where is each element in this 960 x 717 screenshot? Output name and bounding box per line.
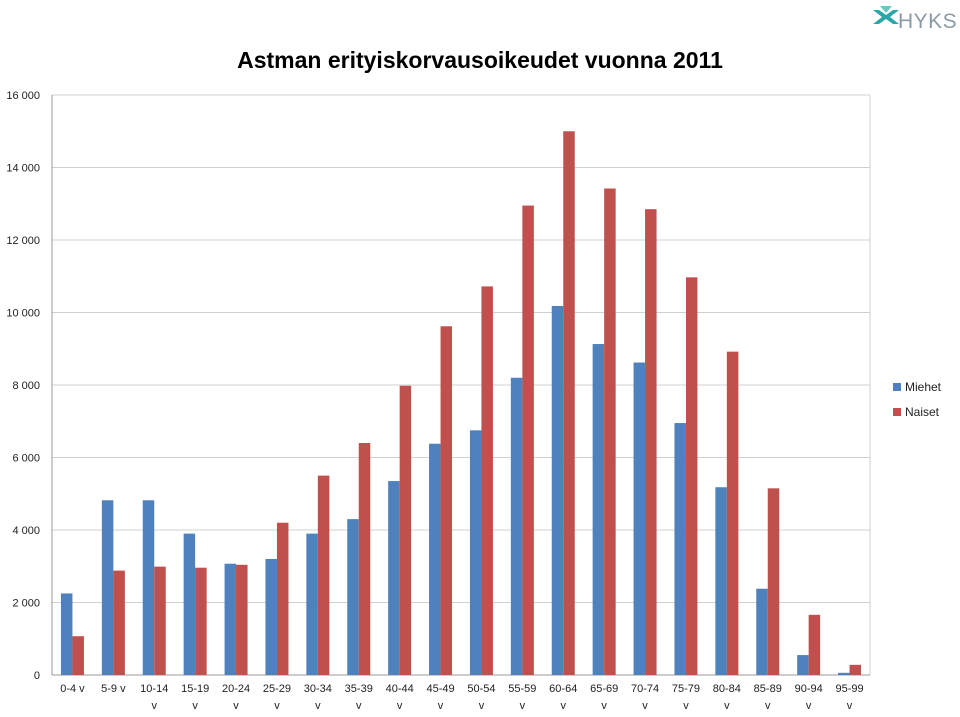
y-tick-label: 6 000 bbox=[12, 453, 40, 465]
x-tick-label: 95-99 v bbox=[835, 683, 863, 712]
y-tick-label: 0 bbox=[34, 670, 40, 682]
y-tick-label: 4 000 bbox=[12, 525, 40, 537]
x-tick-label: 20-24 v bbox=[222, 683, 250, 712]
bar-miehet bbox=[224, 563, 237, 675]
bar-naiset bbox=[399, 385, 412, 675]
chart-title: Astman erityiskorvausoikeudet vuonna 201… bbox=[237, 47, 723, 73]
bar-miehet bbox=[183, 533, 196, 675]
hyks-logo-icon bbox=[873, 6, 899, 24]
x-tick-label: 50-54 v bbox=[467, 683, 495, 712]
x-tick-label: 90-94 v bbox=[795, 683, 823, 712]
x-tick-label: 55-59 v bbox=[508, 683, 536, 712]
bar-miehet bbox=[265, 559, 277, 675]
x-tick-label: 45-49 v bbox=[426, 683, 454, 712]
bar-miehet bbox=[142, 500, 155, 675]
x-tick-label: 0-4 v bbox=[60, 683, 85, 695]
bar-miehet bbox=[838, 672, 850, 675]
bar-miehet bbox=[756, 588, 768, 675]
x-tick-label: 80-84 v bbox=[713, 683, 741, 712]
x-tick-label: 10-14 v bbox=[140, 683, 168, 712]
bar-miehet bbox=[60, 593, 73, 675]
bar-naiset bbox=[317, 475, 330, 675]
bar-naiset bbox=[849, 664, 862, 675]
y-tick-label: 12 000 bbox=[6, 235, 40, 247]
bar-naiset bbox=[113, 570, 125, 675]
logo-text: HYKS bbox=[898, 10, 958, 33]
bar-naiset bbox=[808, 614, 821, 675]
y-axis-tick-labels: 0 2 000 4 000 6 000 8 000 10 000 12 000 14 000 1… bbox=[6, 90, 40, 682]
bar-miehet bbox=[429, 443, 441, 675]
bar-miehet bbox=[633, 362, 646, 675]
bar-naiset bbox=[440, 326, 453, 675]
x-tick-label: 85-89 v bbox=[754, 683, 782, 712]
bar-naiset bbox=[522, 205, 534, 675]
bar-miehet bbox=[592, 344, 605, 675]
x-tick-label: 35-39 v bbox=[345, 683, 373, 712]
x-axis-tick-labels: 0-4 v 5-9 v 10-14 v 15-19 v 20-24 v 25-29 v 30-34 v… bbox=[60, 683, 863, 712]
bar-miehet bbox=[469, 430, 482, 675]
x-tick-label: 40-44 v bbox=[386, 683, 414, 712]
bar-naiset bbox=[276, 522, 289, 675]
y-tick-label: 8 000 bbox=[12, 380, 40, 392]
bar-naiset bbox=[604, 188, 616, 675]
bar-naiset bbox=[563, 131, 575, 675]
bar-naiset bbox=[72, 636, 84, 675]
x-tick-label: 65-69 v bbox=[590, 683, 618, 712]
x-tick-label: 60-64 v bbox=[549, 683, 577, 712]
bar-miehet bbox=[551, 305, 564, 675]
gridlines bbox=[51, 94, 871, 676]
legend-label-miehet: Miehet bbox=[905, 380, 942, 394]
x-tick-label: 30-34 v bbox=[304, 683, 332, 712]
bar-miehet bbox=[674, 423, 686, 675]
bar-miehet bbox=[306, 533, 318, 675]
x-tick-label: 25-29 v bbox=[263, 683, 291, 712]
x-tick-label: 15-19 v bbox=[181, 683, 209, 712]
bar-miehet bbox=[347, 519, 359, 675]
bar-naiset bbox=[685, 277, 698, 675]
bar-miehet bbox=[388, 481, 400, 675]
bar-miehet bbox=[510, 377, 523, 675]
legend-label-naiset: Naiset bbox=[905, 405, 940, 419]
bar-miehet bbox=[101, 500, 114, 675]
bar-miehet bbox=[797, 655, 809, 675]
bar-naiset bbox=[358, 443, 371, 675]
bar-naiset bbox=[481, 286, 493, 675]
y-tick-label: 16 000 bbox=[6, 90, 40, 102]
bar-naiset bbox=[767, 488, 780, 675]
legend: Miehet Naiset bbox=[893, 380, 942, 419]
bar-naiset bbox=[236, 564, 248, 675]
bar-miehet bbox=[715, 487, 727, 675]
x-tick-label: 5-9 v bbox=[101, 683, 126, 695]
bar-naiset bbox=[645, 209, 657, 675]
legend-swatch-miehet bbox=[893, 383, 901, 391]
bar-naiset bbox=[154, 566, 166, 675]
y-tick-label: 10 000 bbox=[6, 308, 40, 320]
y-tick-label: 14 000 bbox=[6, 163, 40, 175]
bar-naiset bbox=[195, 567, 207, 675]
x-tick-label: 70-74 v bbox=[631, 683, 659, 712]
bars bbox=[60, 131, 862, 675]
y-tick-label: 2 000 bbox=[12, 598, 40, 610]
bar-naiset bbox=[726, 351, 739, 675]
legend-swatch-naiset bbox=[893, 408, 901, 416]
x-tick-label: 75-79 v bbox=[672, 683, 700, 712]
